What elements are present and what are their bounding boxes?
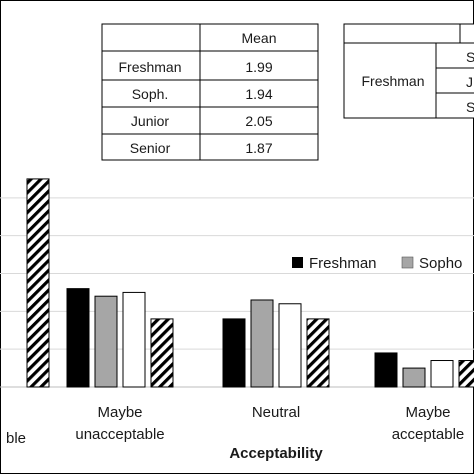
x-tick-label: ble [6,430,26,447]
legend-label-freshman: Freshman [309,255,377,272]
x-tick-labels: ble Maybe unacceptable Neutral Maybe acceptab… [6,404,464,447]
bar-senior [26,178,50,388]
mean-table-row-label: Junior [131,113,169,129]
bar-freshman [66,288,90,388]
x-tick-label: Maybe unacceptable [75,404,164,443]
mean-table: Mean Freshman 1.99 Soph. 1.94 Junior 2.0… [101,23,319,161]
bar-junior [430,360,454,388]
mean-table-row-value: 2.05 [245,113,272,129]
legend: Freshman Sopho [292,255,462,272]
bar-junior [122,291,146,388]
second-table-cell: S [466,99,474,115]
second-table-cell: S [466,49,474,65]
x-tick-label: Maybe acceptable [392,404,465,443]
mean-table-row-value: 1.94 [245,86,272,102]
mean-table-row-label: Freshman [118,59,181,75]
bar-freshman [374,352,398,388]
mean-table-row-value: 1.99 [245,59,272,75]
mean-table-row-label: Senior [130,140,171,156]
bar-sophomore [94,295,118,388]
mean-table-row-label: Soph. [132,86,169,102]
bar-senior [458,360,474,388]
bars-group [26,178,474,388]
bar-senior [306,318,330,388]
legend-swatch-freshman [292,257,303,268]
second-table: Freshman S J S [343,23,474,119]
x-tick-label: Neutral [252,404,300,421]
legend-label-sophomore: Sopho [419,255,462,272]
bar-junior [278,303,302,388]
legend-swatch-sophomore [401,256,414,269]
bar-sophomore [250,299,274,388]
bar-sophomore [402,367,426,388]
mean-table-header: Mean [241,30,276,46]
x-axis-title: Acceptability [229,445,323,462]
bar-senior [150,318,174,388]
second-table-row-label: Freshman [361,73,424,89]
bar-freshman [222,318,246,388]
mean-table-row-value: 1.87 [245,140,272,156]
second-table-cell: J [466,74,473,90]
